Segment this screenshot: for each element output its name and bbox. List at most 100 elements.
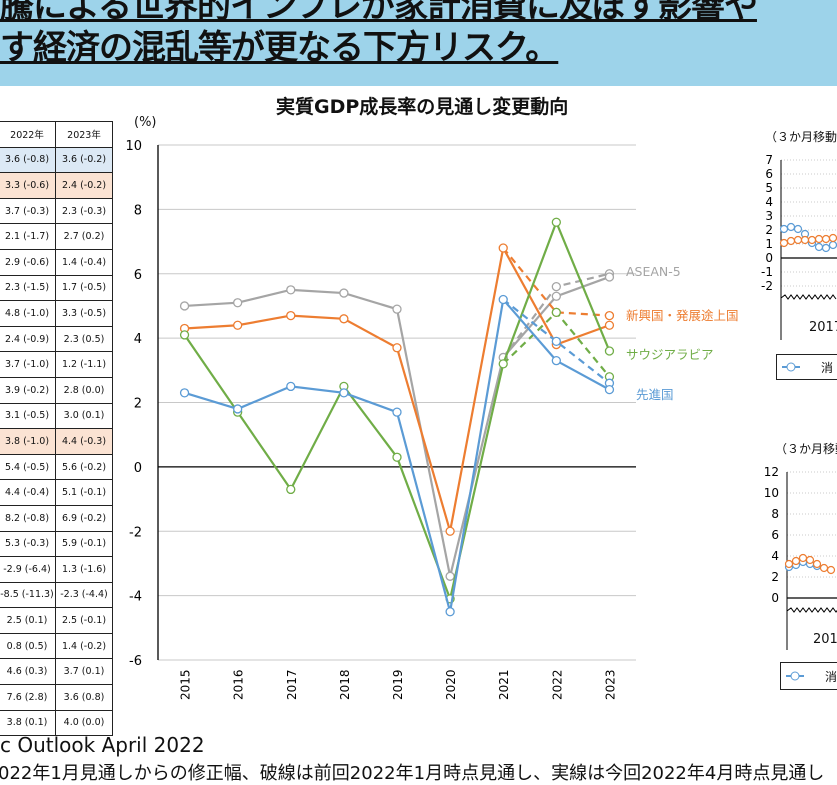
data-point — [498, 359, 508, 369]
mini-data-point — [800, 235, 810, 245]
mini-data-point — [779, 224, 789, 234]
data-point — [286, 381, 296, 392]
table-row: 4.8 (-1.0) 3.3 (-0.5) — [0, 300, 113, 327]
table-cell-2023: 3.6 (-0.2) — [55, 146, 113, 174]
series-label: ASEAN-5 — [626, 264, 681, 279]
mini-tick-label: 0 — [771, 591, 779, 605]
table-cell-2022: 3.8 (0.1) — [0, 709, 56, 737]
table-cell-2023: 2.4 (-0.2) — [55, 172, 113, 199]
table-row: 3.3 (-0.6) 2.4 (-0.2) — [0, 172, 113, 199]
table-cell-2023: 4.0 (0.0) — [55, 709, 113, 737]
mini-data-point — [828, 240, 837, 250]
table-cell-2022: 2.3 (-1.5) — [0, 274, 56, 302]
headline-line-2: す経済の混乱等が更なる下方リスク。 — [0, 28, 559, 68]
mini-tick-label: 7 — [765, 153, 773, 167]
table-row: 5.4 (-0.5) 5.6 (-0.2) — [0, 453, 113, 481]
table-cell-2023: 3.0 (0.1) — [55, 402, 113, 430]
mini-tick-label: -1 — [761, 265, 773, 279]
data-point — [445, 526, 455, 536]
mini-data-point — [786, 236, 796, 246]
table-cell-2022: 0.8 (0.5) — [0, 632, 56, 660]
table-cell-2022: 3.7 (-0.3) — [0, 197, 56, 225]
mini-chart-bottom-title: （３か月移動 — [775, 442, 837, 456]
mini-axis-labels — [786, 607, 837, 613]
data-point — [445, 607, 455, 617]
mini-tick-label: 2 — [771, 570, 779, 584]
data-point — [498, 243, 508, 253]
table-cell-2022: 3.1 (-0.5) — [0, 402, 56, 430]
table-row: 2.3 (-1.5) 1.7 (-0.5) — [0, 274, 113, 302]
y-tick-label: -6 — [129, 654, 142, 669]
data-point — [604, 346, 615, 356]
mini-data-point — [805, 555, 815, 565]
mini-tick-label: 4 — [771, 549, 779, 563]
mini-data-point — [826, 565, 836, 575]
table-row: 4.4 (-0.4) 5.1 (-0.1) — [0, 479, 113, 506]
table-cell-2023: 6.9 (-0.2) — [55, 504, 113, 532]
data-point — [233, 320, 243, 330]
mini-tick-label: -2 — [761, 279, 773, 293]
table-cell-2022: 4.8 (-1.0) — [0, 300, 56, 327]
series-previous-line — [502, 298, 611, 385]
mini-tick-label: 2 — [765, 223, 773, 237]
data-point — [233, 404, 243, 414]
x-tick-label: 2023 — [603, 669, 617, 700]
table-cell-2023: 2.5 (-0.1) — [55, 607, 113, 634]
table-row: 3.7 (-0.3) 2.3 (-0.3) — [0, 197, 113, 225]
table-cell-2022: -2.9 (-6.4) — [0, 556, 56, 583]
table-cell-2023: 2.8 (0.0) — [55, 376, 113, 404]
mini-data-point — [819, 563, 829, 573]
table-cell-2023: 4.4 (-0.3) — [55, 428, 113, 455]
x-tick-label: 2018 — [338, 669, 352, 700]
y-tick-label: 10 — [125, 139, 142, 154]
legend-marker — [790, 671, 800, 681]
data-point — [179, 330, 190, 340]
data-point — [604, 320, 615, 330]
footnote: 022年1月見通しからの修正幅、破線は前回2022年1月時点見通し、実線は今回2… — [0, 763, 825, 784]
table-cell-2022: 2.4 (-0.9) — [0, 325, 56, 353]
mini-tick-label: 4 — [765, 195, 773, 209]
table-row: 3.1 (-0.5) 3.0 (0.1) — [0, 402, 113, 430]
mini-tick-label: 8 — [771, 507, 779, 521]
data-point — [392, 452, 402, 462]
column-header-2023: 2023年 — [55, 121, 113, 148]
table-cell-2023: 1.4 (-0.2) — [55, 632, 113, 660]
mini-data-point — [821, 243, 831, 253]
mini-axis-labels — [780, 294, 837, 300]
table-row: 3.7 (-1.0) 1.2 (-1.1) — [0, 351, 113, 378]
table-row: 3.8 (0.1) 4.0 (0.0) — [0, 709, 113, 737]
data-point — [392, 343, 402, 353]
mini-tick-label: 1 — [765, 237, 773, 251]
data-point — [286, 285, 296, 295]
mini-data-point — [807, 235, 817, 245]
data-point — [339, 288, 349, 298]
y-tick-label: 2 — [134, 397, 142, 412]
table-cell-2023: 3.3 (-0.5) — [55, 300, 113, 327]
x-tick-label: 2021 — [497, 669, 511, 700]
mini-tick-label: 6 — [771, 528, 779, 542]
data-point-previous — [604, 310, 615, 321]
table-cell-2023: 1.7 (-0.5) — [55, 274, 113, 302]
data-point — [286, 484, 296, 495]
series-line — [184, 244, 610, 532]
source-note: c Outlook April 2022 — [0, 733, 205, 757]
data-point — [604, 272, 615, 282]
table-row: 2.5 (0.1) 2.5 (-0.1) — [0, 607, 113, 634]
y-tick-label: -2 — [129, 525, 142, 540]
table-cell-2023: 2.3 (-0.3) — [55, 197, 113, 225]
data-point — [498, 294, 508, 305]
mini-data-point — [784, 559, 794, 569]
data-point — [179, 301, 190, 311]
mini-data-point — [814, 242, 824, 252]
x-tick-label: 2015 — [179, 669, 193, 700]
x-tick-label: 2017 — [285, 669, 299, 700]
table-cell-2022: 3.3 (-0.6) — [0, 172, 56, 199]
table-cell-2023: 5.6 (-0.2) — [55, 453, 113, 481]
table-row: 3.9 (-0.2) 2.8 (0.0) — [0, 376, 113, 404]
series-previous-line — [502, 247, 610, 317]
mini-tick-label: 5 — [765, 181, 773, 195]
mini-tick-label: 12 — [764, 465, 779, 479]
data-point-previous — [551, 281, 561, 292]
mini-data-point — [793, 235, 803, 245]
